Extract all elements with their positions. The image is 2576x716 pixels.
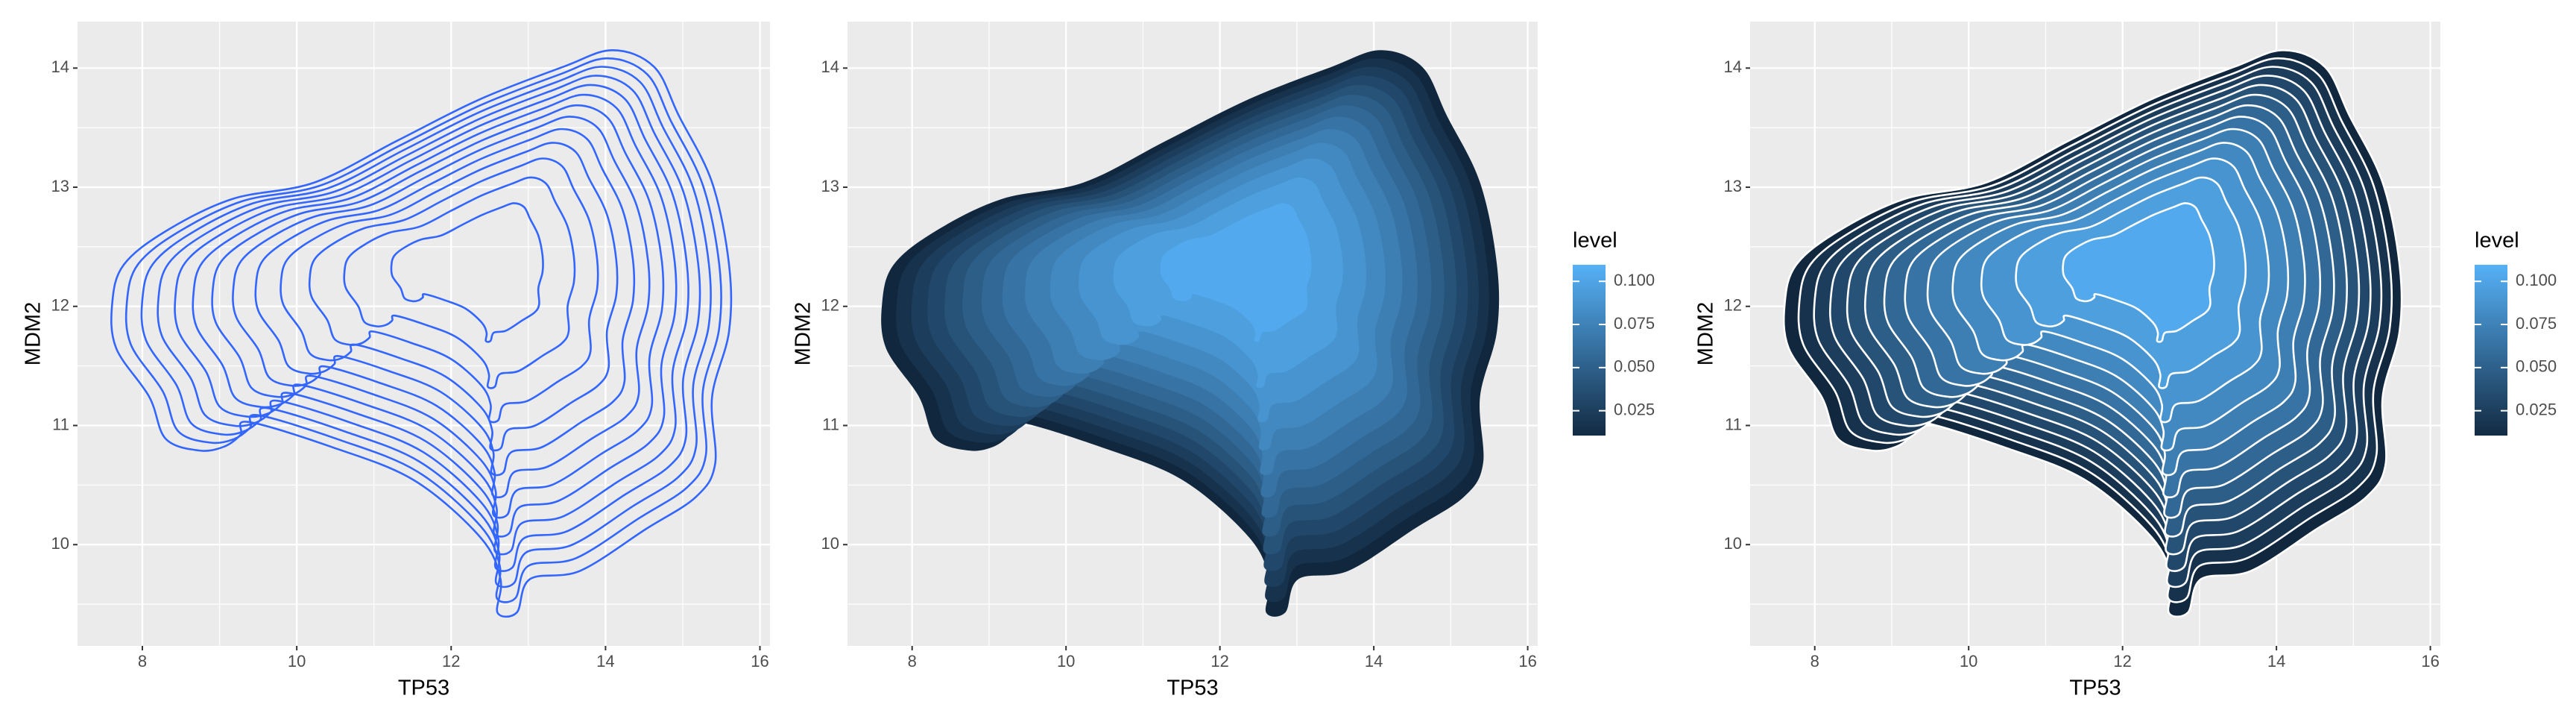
legend-tick-label: 0.050 bbox=[1614, 357, 1655, 376]
x-tick-label: 8 bbox=[138, 652, 147, 671]
y-tick-label: 14 bbox=[1724, 57, 1742, 76]
contour-line bbox=[343, 176, 576, 389]
contour-line bbox=[2062, 202, 2215, 343]
x-axis-title: TP53 bbox=[2069, 676, 2121, 700]
legend-tick-label: 0.050 bbox=[2516, 357, 2557, 376]
legend-tick-label: 0.025 bbox=[2516, 401, 2557, 419]
contours bbox=[110, 48, 733, 618]
legend-tick-label: 0.075 bbox=[1614, 314, 1655, 333]
y-tick-label: 10 bbox=[1724, 534, 1742, 553]
x-axis-title: TP53 bbox=[1167, 676, 1218, 700]
contour-line bbox=[308, 157, 599, 424]
contour-line bbox=[280, 142, 619, 452]
y-tick-label: 14 bbox=[821, 57, 839, 76]
y-tick-label: 10 bbox=[51, 534, 69, 553]
y-axis-title: MDM2 bbox=[1694, 302, 1718, 365]
panel: 8 10 12 14 16 10 11 12 13 14 TP53 MDM2 level 0.025 0.0… bbox=[792, 22, 1655, 700]
y-tick-label: 12 bbox=[1724, 296, 1742, 315]
y-tick-label: 12 bbox=[51, 296, 69, 315]
y-tick-label: 11 bbox=[52, 415, 69, 433]
x-tick-label: 8 bbox=[1811, 652, 1819, 671]
x-tick-label: 10 bbox=[1960, 652, 1977, 671]
y-tick-label: 13 bbox=[1724, 177, 1742, 195]
colorbar bbox=[1573, 265, 1606, 436]
y-tick-label: 11 bbox=[822, 415, 839, 433]
plot-background bbox=[78, 22, 770, 646]
legend-title: level bbox=[1573, 229, 1617, 253]
contour-line bbox=[110, 48, 733, 618]
legend-tick-label: 0.075 bbox=[2516, 314, 2557, 333]
y-tick-label: 11 bbox=[1725, 415, 1742, 433]
y-tick-label: 13 bbox=[51, 177, 69, 195]
contour-line bbox=[254, 128, 636, 477]
x-tick-label: 16 bbox=[1518, 652, 1536, 671]
y-tick-label: 10 bbox=[821, 534, 839, 553]
contour-line bbox=[1883, 104, 2335, 519]
x-tick-label: 10 bbox=[288, 652, 306, 671]
y-tick-label: 13 bbox=[821, 177, 839, 195]
x-tick-label: 12 bbox=[1210, 652, 1228, 671]
contour-band bbox=[2062, 203, 2214, 342]
x-tick-label: 8 bbox=[908, 652, 917, 671]
x-tick-label: 16 bbox=[751, 652, 768, 671]
contour-line bbox=[211, 104, 665, 519]
contour-band bbox=[1160, 203, 1312, 342]
y-tick-label: 12 bbox=[821, 296, 839, 315]
colorbar bbox=[2475, 265, 2507, 436]
legend-title: level bbox=[2475, 229, 2519, 253]
contour-line bbox=[1926, 128, 2306, 477]
x-axis-title: TP53 bbox=[398, 676, 449, 700]
contour-line bbox=[1904, 116, 2322, 499]
x-tick-label: 14 bbox=[2267, 652, 2285, 671]
x-tick-label: 16 bbox=[2421, 652, 2439, 671]
x-tick-label: 12 bbox=[2113, 652, 2131, 671]
y-tick-label: 14 bbox=[51, 57, 69, 76]
contour-line bbox=[232, 116, 651, 499]
legend-tick-label: 0.025 bbox=[1614, 401, 1655, 419]
x-tick-label: 10 bbox=[1057, 652, 1075, 671]
x-tick-label: 12 bbox=[442, 652, 460, 671]
legend-tick-label: 0.100 bbox=[2516, 271, 2557, 289]
contour-line bbox=[1980, 157, 2270, 424]
y-axis-title: MDM2 bbox=[792, 302, 815, 365]
contours bbox=[881, 50, 1500, 617]
legend-tick-label: 0.100 bbox=[1614, 271, 1655, 289]
contours bbox=[1782, 48, 2403, 618]
contour-line bbox=[390, 202, 544, 343]
x-tick-label: 14 bbox=[1365, 652, 1383, 671]
panel: 8 10 12 14 16 10 11 12 13 14 TP53 MDM2 level 0.025 0.0… bbox=[1694, 22, 2557, 700]
panel: 8 10 12 14 16 10 11 12 13 14 TP53 MDM2 bbox=[22, 22, 770, 700]
contour-line bbox=[2015, 176, 2247, 389]
y-axis-title: MDM2 bbox=[22, 302, 45, 365]
contour-line bbox=[1951, 142, 2290, 452]
x-tick-label: 14 bbox=[596, 652, 614, 671]
